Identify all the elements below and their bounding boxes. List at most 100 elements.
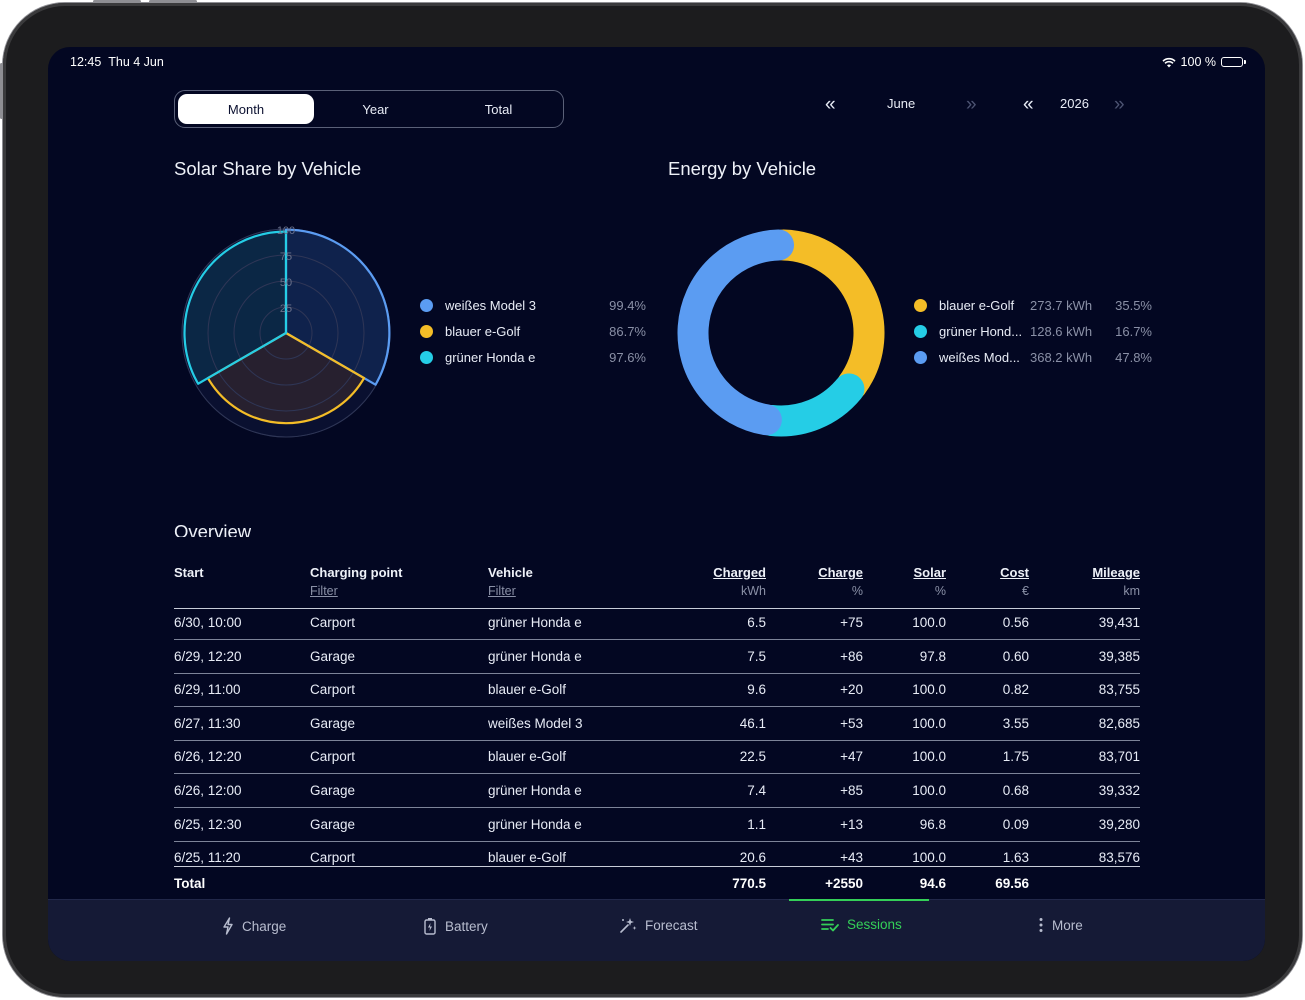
cell-solar: 100.0	[912, 715, 946, 731]
col-solar[interactable]: Solar	[913, 565, 946, 580]
cell-start: 6/30, 10:00	[174, 615, 242, 630]
cell-cost: 0.09	[1002, 816, 1029, 832]
legend-item[interactable]: blauer e-Golf 273.7 kWh 35.5%	[914, 293, 1154, 319]
col-charged[interactable]: Charged	[713, 565, 766, 580]
cell-mileage: 83,576	[1098, 850, 1140, 866]
legend-item[interactable]: grüner Hond... 128.6 kWh 16.7%	[914, 319, 1154, 345]
cell-point: Carport	[310, 850, 356, 866]
bolt-icon	[223, 917, 233, 935]
legend-item[interactable]: blauer e-Golf 86.7%	[420, 319, 648, 345]
legend-percent: 16.7%	[1115, 324, 1152, 339]
radar-sector[interactable]	[183, 230, 288, 385]
tab-forecast[interactable]: Forecast	[619, 917, 698, 933]
cell-solar: 100.0	[912, 850, 946, 866]
cell-vehicle: blauer e-Golf	[488, 749, 567, 765]
legend-value: 86.7%	[609, 324, 646, 339]
legend-item[interactable]: grüner Honda e 97.6%	[420, 345, 648, 371]
cell-start: 6/29, 11:00	[174, 682, 241, 698]
radar-tick-label: 75	[280, 251, 292, 263]
cell-cost: 0.68	[1002, 783, 1029, 798]
donut-slice[interactable]	[767, 229, 885, 401]
donut-slice[interactable]	[677, 229, 795, 436]
list-check-icon	[821, 918, 839, 931]
energy-donut-chart	[677, 229, 885, 437]
legend-item[interactable]: weißes Mod... 368.2 kWh 47.8%	[914, 345, 1154, 371]
legend-value: 99.4%	[609, 298, 646, 313]
cell-charged: 46.1	[739, 715, 766, 731]
row-divider	[174, 773, 1140, 775]
tab-charge[interactable]: Charge	[222, 917, 286, 935]
sparkles-icon	[620, 918, 637, 933]
legend-label: grüner Hond...	[939, 324, 1023, 339]
tab-label: Forecast	[645, 917, 698, 933]
cell-point: Carport	[310, 682, 356, 698]
cell-cost: 0.60	[1002, 648, 1029, 664]
status-time: 12:45 Thu 4 Jun	[70, 55, 164, 69]
radar-sector[interactable]	[284, 228, 391, 386]
tab-year[interactable]: Year	[362, 101, 389, 117]
legend-dot	[914, 351, 927, 364]
radar-tick-label: 25	[280, 303, 292, 315]
charging-point-filter-link[interactable]: Filter	[310, 584, 338, 598]
unit-solar: %	[934, 584, 946, 598]
cell-point: Carport	[310, 749, 356, 765]
tab-month[interactable]: Month	[178, 94, 314, 124]
cell-mileage: 39,431	[1098, 615, 1140, 630]
cell-cost: 0.82	[1002, 682, 1029, 698]
total-cost: 69.56	[995, 876, 1029, 892]
next-month-icon[interactable]: »	[966, 94, 977, 115]
total-charge: +2550	[825, 876, 863, 892]
cell-vehicle: weißes Model 3	[488, 715, 583, 731]
cell-start: 6/26, 12:00	[174, 783, 242, 798]
legend-value: 97.6%	[609, 350, 646, 365]
cell-vehicle: grüner Honda e	[488, 615, 582, 630]
tab-battery[interactable]: Battery	[423, 917, 488, 935]
legend-dot	[420, 299, 433, 312]
top-button	[93, 0, 141, 3]
col-vehicle: Vehicle	[488, 565, 533, 580]
col-charge[interactable]: Charge	[818, 565, 863, 580]
cell-cost: 0.56	[1002, 615, 1029, 630]
legend-label: weißes Model 3	[445, 298, 537, 313]
cell-point: Garage	[310, 783, 356, 798]
legend-item[interactable]: weißes Model 3 99.4%	[420, 293, 648, 319]
cell-cost: 1.63	[1002, 850, 1029, 866]
tab-label: Sessions	[847, 917, 902, 932]
cell-charged: 20.6	[739, 850, 766, 866]
battery-status-icon	[1221, 57, 1246, 67]
month-label: June	[887, 96, 916, 111]
legend-dot	[914, 299, 927, 312]
cell-vehicle: grüner Honda e	[488, 816, 582, 832]
tab-label: Battery	[445, 918, 488, 934]
year-label: 2026	[1060, 96, 1089, 111]
legend-label: grüner Honda e	[445, 350, 536, 365]
tab-sessions[interactable]: Sessions	[821, 917, 902, 932]
radar-sector-fill	[184, 231, 286, 384]
cell-solar: 100.0	[912, 783, 946, 798]
total-charged: 770.5	[732, 876, 766, 892]
radar-sector[interactable]	[206, 331, 366, 425]
month-navigator: « June »	[825, 95, 980, 115]
prev-month-icon[interactable]: «	[825, 94, 836, 115]
cell-point: Carport	[310, 615, 356, 630]
tab-more[interactable]: More	[1038, 917, 1083, 933]
cell-cost: 3.55	[1002, 715, 1029, 731]
col-cost[interactable]: Cost	[1000, 565, 1029, 580]
cell-charge: +53	[840, 715, 863, 731]
bottom-tab-bar: Charge Battery Forecast Sessions More	[48, 899, 1265, 961]
cell-vehicle: grüner Honda e	[488, 783, 582, 798]
legend-dot	[420, 325, 433, 338]
prev-year-icon[interactable]: «	[1023, 94, 1034, 115]
next-year-icon[interactable]: »	[1114, 94, 1125, 115]
donut-slice[interactable]	[755, 373, 865, 437]
total-divider	[174, 866, 1140, 868]
vehicle-filter-link[interactable]: Filter	[488, 584, 516, 598]
tab-total[interactable]: Total	[484, 101, 513, 117]
battery-percent: 100 %	[1180, 55, 1216, 69]
unit-cost: €	[1022, 584, 1029, 598]
col-mileage[interactable]: Mileage	[1092, 565, 1140, 580]
legend-percent: 35.5%	[1115, 298, 1152, 313]
col-start[interactable]: Start	[174, 565, 204, 580]
cell-charged: 7.4	[747, 783, 766, 798]
